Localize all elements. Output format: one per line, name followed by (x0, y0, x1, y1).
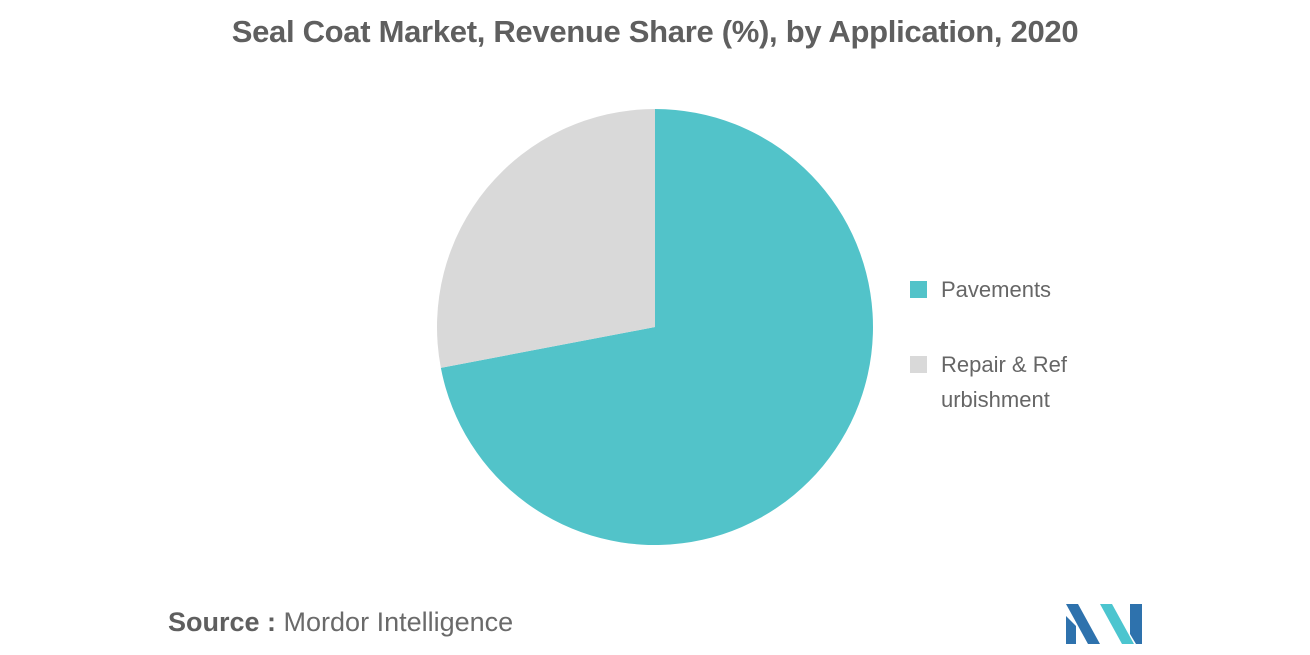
pie-slice-repair-refurbishment[interactable] (436, 109, 655, 368)
legend-swatch-repair-refurbishment (910, 356, 927, 373)
pie-slice-pavements[interactable] (440, 109, 873, 545)
chart-legend: Pavements Repair & Refurbishment (910, 272, 1100, 417)
legend-item-repair-refurbishment[interactable]: Repair & Refurbishment (910, 347, 1100, 417)
pie-slices (436, 109, 873, 545)
source-text: Mordor Intelligence (283, 607, 514, 637)
source-footer: Source : Mordor Intelligence (168, 607, 513, 638)
mordor-logo-icon (1066, 604, 1142, 644)
legend-item-pavements[interactable]: Pavements (910, 272, 1100, 307)
source-label: Source : (168, 607, 277, 637)
legend-label-repair-refurbishment: Repair & Refurbishment (941, 352, 1067, 412)
legend-swatch-pavements (910, 281, 927, 298)
logo-shape-left-bar (1066, 616, 1076, 644)
chart-title: Seal Coat Market, Revenue Share (%), by … (231, 14, 1079, 49)
logo-shape-left (1066, 604, 1100, 644)
legend-label-pavements: Pavements (941, 277, 1052, 302)
logo-shape-right (1100, 604, 1134, 644)
logo-shape-right-bar (1130, 604, 1142, 644)
